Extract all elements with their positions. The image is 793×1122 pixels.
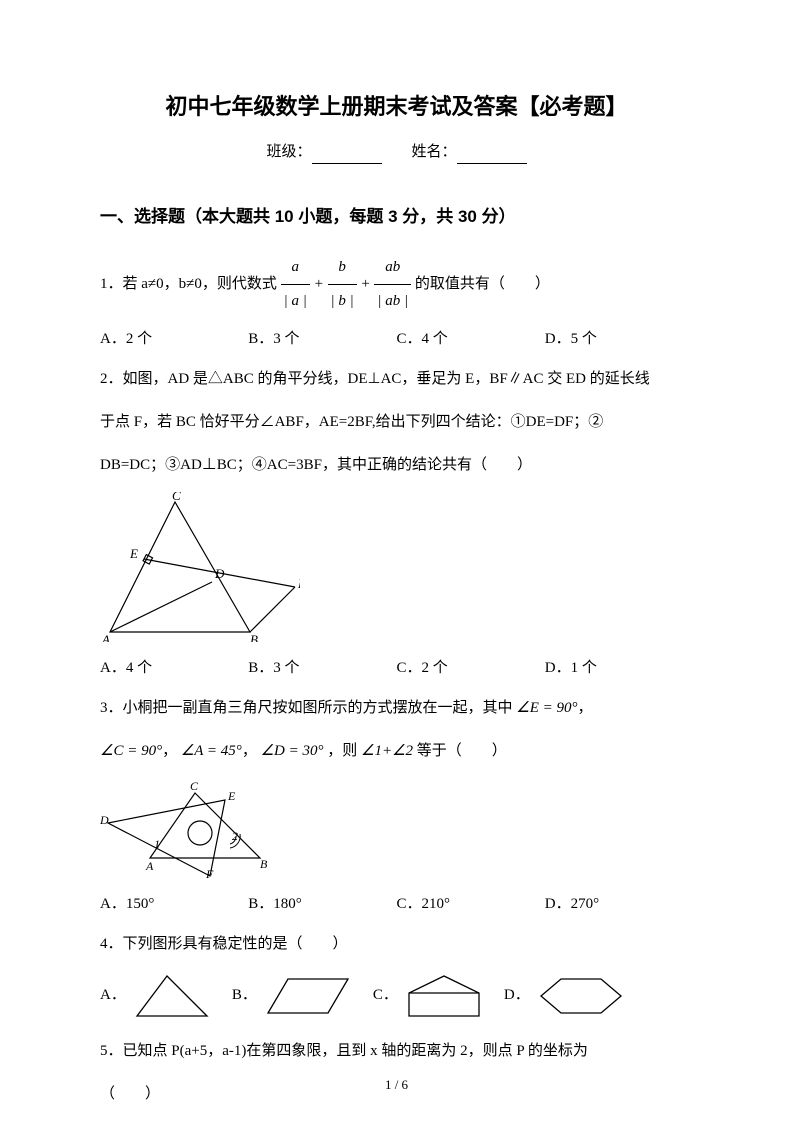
q4-d-label: D． [504,984,530,1007]
svg-text:A: A [101,632,110,642]
q3-angC: ∠C = 90° [100,743,162,759]
question-2: 2．如图，AD 是△ABC 的角平分线，DE⊥AC，垂足为 E，BF∥AC 交 … [100,363,693,680]
svg-text:A: A [145,859,154,873]
q2-opt-d[interactable]: D．1 个 [545,657,693,680]
svg-text:1: 1 [154,837,160,851]
q2-line2: 于点 F，若 BC 恰好平分∠ABF，AE=2BF,给出下列四个结论：①DE=D… [100,406,693,439]
q4-stem: 4．下列图形具有稳定性的是（ ） [100,928,693,961]
question-1: 1．若 a≠0，b≠0，则代数式 a| a | + b| b | + ab| a… [100,251,693,351]
q4-opt-b[interactable]: B． [232,971,353,1021]
q3-l1-post: ， [578,700,593,716]
question-3: 3．小桐把一副直角三角尺按如图所示的方式摆放在一起，其中 ∠E = 90°， ∠… [100,692,693,916]
q2-opt-a[interactable]: A．4 个 [100,657,248,680]
frac-3: ab| ab | [374,251,411,318]
q3-l2-end: 等于（ ） [417,743,507,759]
q1-opt-b[interactable]: B．3 个 [248,328,396,351]
info-row: 班级： 姓名： [100,141,693,164]
q2-options: A．4 个 B．3 个 C．2 个 D．1 个 [100,657,693,680]
q1-stem-post: 的取值共有（ ） [415,276,550,292]
q4-opt-a[interactable]: A． [100,971,212,1021]
q3-options: A．150° B．180° C．210° D．270° [100,893,693,916]
name-label: 姓名： [412,144,457,160]
q5-l1: 5．已知点 P(a+5，a-1)在第四象限，且到 x 轴的距离为 2，则点 P … [100,1035,693,1068]
q2-opt-b[interactable]: B．3 个 [248,657,396,680]
svg-text:E: E [227,789,236,803]
svg-text:F: F [297,576,300,591]
q1-opt-a[interactable]: A．2 个 [100,328,248,351]
q1-opt-c[interactable]: C．4 个 [397,328,545,351]
svg-text:C: C [190,779,199,793]
class-label: 班级： [266,144,311,160]
svg-text:B: B [250,632,258,642]
svg-text:E: E [129,546,138,561]
svg-text:F: F [205,867,214,878]
svg-text:D: D [100,813,109,827]
q2-line1: 2．如图，AD 是△ABC 的角平分线，DE⊥AC，垂足为 E，BF∥AC 交 … [100,363,693,396]
q3-diagram: A B C D E F 1 2 [100,778,693,886]
question-4: 4．下列图形具有稳定性的是（ ） A． B． C． D． [100,928,693,1021]
q3-l2-mid: ，则 [327,743,357,759]
frac-2: b| b | [328,251,357,318]
q4-opt-c[interactable]: C． [373,971,484,1021]
frac-1: a| a | [281,251,310,318]
triangle-icon [132,971,212,1021]
pentagon-house-icon [404,971,484,1021]
q3-sum: ∠1+∠2 [361,743,413,759]
svg-text:C: C [172,492,181,503]
q1-opt-d[interactable]: D．5 个 [545,328,693,351]
q4-opt-d[interactable]: D． [504,971,626,1021]
q3-angE: ∠E = 90° [516,700,577,716]
q1-options: A．2 个 B．3 个 C．4 个 D．5 个 [100,328,693,351]
q3-angD: ∠D = 30° [261,743,324,759]
q2-line3: DB=DC；③AD⊥BC；④AC=3BF，其中正确的结论共有（ ） [100,449,693,482]
section-1-heading: 一、选择题（本大题共 10 小题，每题 3 分，共 30 分） [100,204,693,230]
q3-opt-c[interactable]: C．210° [397,893,545,916]
page-footer: 1 / 6 [0,1075,793,1095]
hexagon-icon [536,971,626,1021]
q4-shapes: A． B． C． D． [100,971,693,1021]
q4-a-label: A． [100,984,126,1007]
svg-text:B: B [260,857,268,871]
svg-text:D: D [214,566,225,581]
name-blank[interactable] [457,148,527,164]
q3-opt-b[interactable]: B．180° [248,893,396,916]
q3-opt-d[interactable]: D．270° [545,893,693,916]
q3-l1-pre: 3．小桐把一副直角三角尺按如图所示的方式摆放在一起，其中 [100,700,513,716]
q2-opt-c[interactable]: C．2 个 [397,657,545,680]
page-title: 初中七年级数学上册期末考试及答案【必考题】 [100,90,693,123]
q3-angA: ∠A = 45° [181,743,242,759]
question-5: 5．已知点 P(a+5，a-1)在第四象限，且到 x 轴的距离为 2，则点 P … [100,1035,693,1111]
class-blank[interactable] [312,148,382,164]
q2-diagram: A B C D E F [100,492,693,650]
q4-c-label: C． [373,984,398,1007]
q3-opt-a[interactable]: A．150° [100,893,248,916]
q4-b-label: B． [232,984,257,1007]
q1-stem-pre: 1．若 a≠0，b≠0，则代数式 [100,276,277,292]
parallelogram-icon [263,971,353,1021]
